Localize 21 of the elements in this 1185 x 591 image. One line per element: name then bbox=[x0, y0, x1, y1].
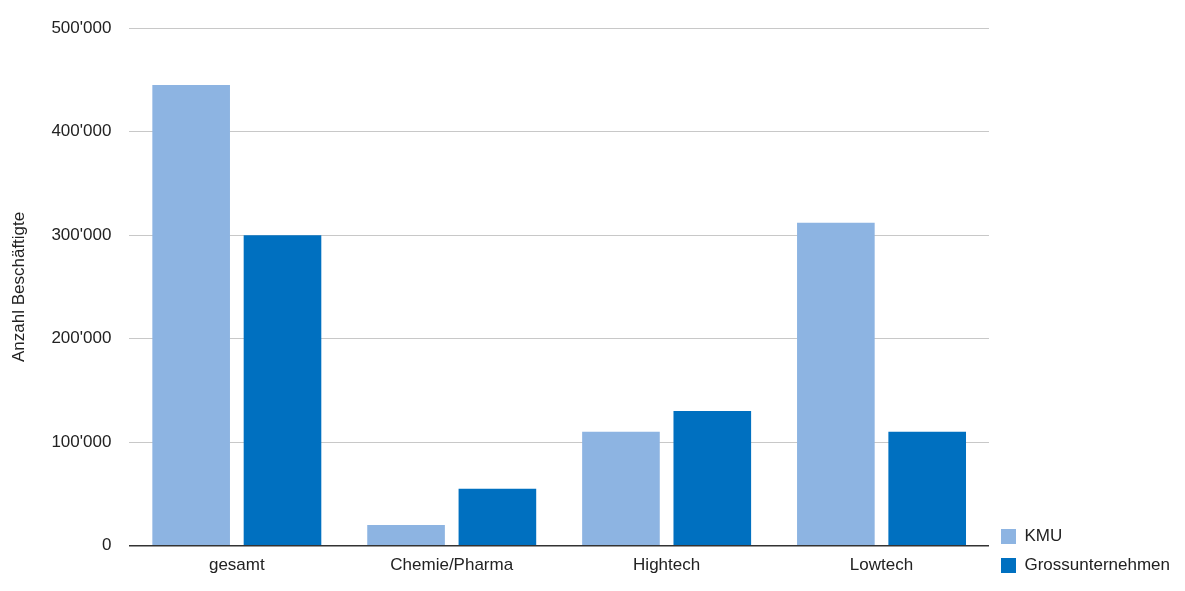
x-tick-label: Chemie/Pharma bbox=[390, 555, 514, 575]
legend-label: KMU bbox=[1024, 526, 1063, 546]
y-tick-label: 500'000 bbox=[51, 17, 112, 37]
y-tick-label: 300'000 bbox=[51, 224, 112, 244]
bar bbox=[888, 431, 967, 546]
y-tick-label: 400'000 bbox=[51, 121, 112, 141]
x-tick-label: gesamt bbox=[208, 555, 265, 575]
bar bbox=[458, 488, 537, 546]
y-axis-title: Anzahl Beschäftigte bbox=[8, 211, 28, 363]
x-tick-label: Lowtech bbox=[849, 555, 914, 575]
bar bbox=[367, 524, 445, 546]
bar bbox=[673, 411, 752, 546]
y-tick-label: 0 bbox=[101, 535, 112, 555]
bar bbox=[582, 431, 660, 546]
y-tick-label: 200'000 bbox=[51, 328, 112, 348]
legend-label: Grossunternehmen bbox=[1024, 555, 1171, 575]
bar bbox=[243, 235, 322, 546]
bar bbox=[797, 222, 875, 546]
x-tick-label: Hightech bbox=[633, 555, 701, 575]
bar bbox=[152, 85, 230, 546]
y-tick-label: 100'000 bbox=[51, 431, 112, 451]
